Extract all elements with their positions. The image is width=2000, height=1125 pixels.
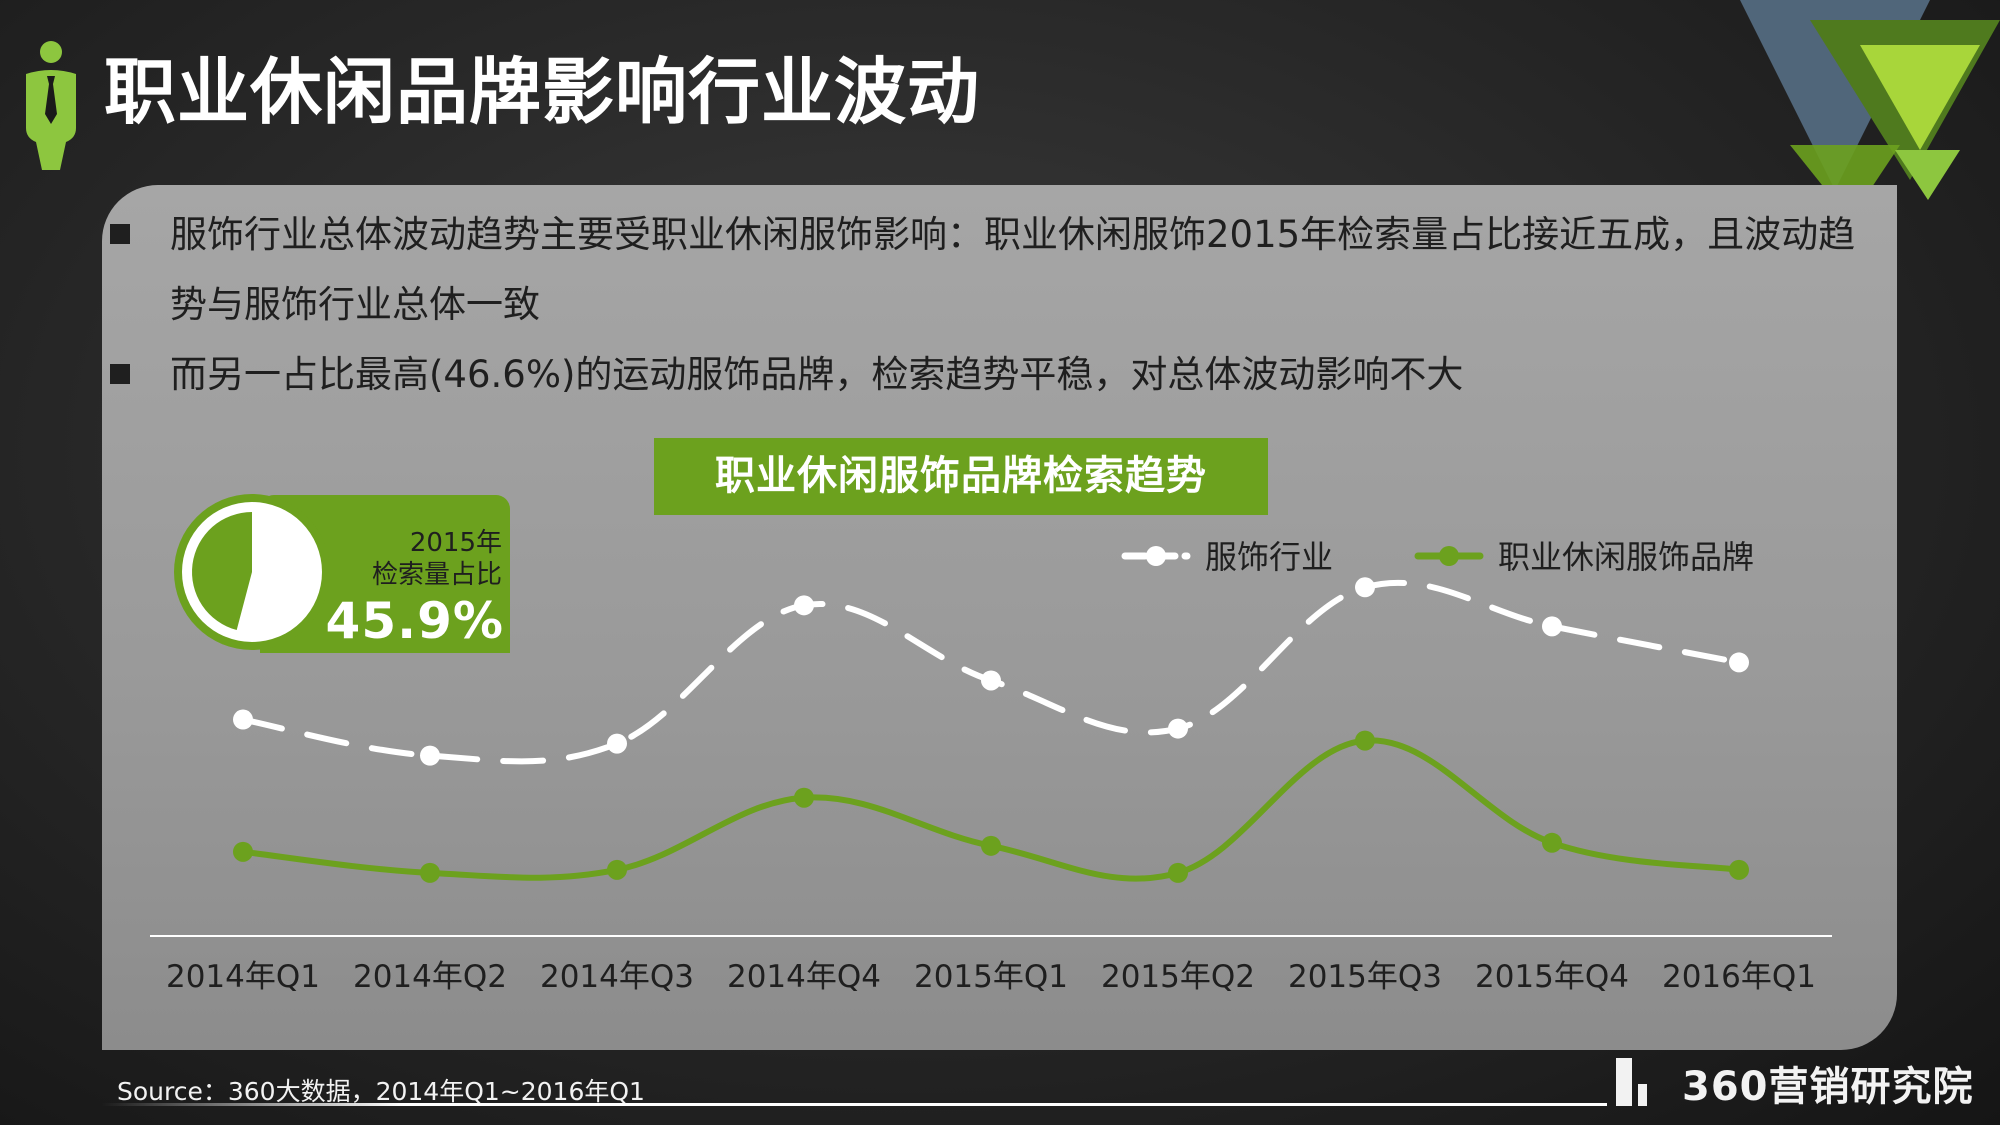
- page-title: 职业休闲品牌影响行业波动: [104, 50, 981, 134]
- bullet-text: 服饰行业总体波动趋势主要受职业休闲服饰影响：职业休闲服饰2015年检索量占比接近…: [170, 213, 1856, 326]
- share-pie-wedge: [191, 512, 252, 631]
- chart-title: 职业休闲服饰品牌检索趋势: [654, 438, 1268, 515]
- source-note: Source：360大数据，2014年Q1~2016年Q1: [117, 1077, 645, 1106]
- bullet-text: 而另一占比最高(46.6%)的运动服饰品牌，检索趋势平稳，对总体波动影响不大: [170, 353, 1464, 396]
- pie-icon: [174, 494, 330, 650]
- badge-label: 2015年: [409, 528, 502, 558]
- bullet-square-icon: [110, 224, 130, 244]
- bullet-square-icon: [110, 364, 130, 384]
- triangle-decoration: [1740, 0, 2000, 220]
- brand-logo-icon: [1616, 1058, 1648, 1106]
- person-icon: [26, 41, 76, 170]
- bullet-point: 服饰行业总体波动趋势主要受职业休闲服饰影响：职业休闲服饰2015年检索量占比接近…: [110, 200, 1870, 340]
- brand-name: 360营销研究院: [1682, 1064, 1974, 1110]
- badge-value: 45.9%: [325, 592, 504, 650]
- share-badge: 2015年 检索量占比 45.9%: [170, 490, 510, 655]
- source-divider: [102, 1103, 1607, 1106]
- badge-label: 检索量占比: [371, 560, 502, 590]
- bullet-point: 而另一占比最高(46.6%)的运动服饰品牌，检索趋势平稳，对总体波动影响不大: [110, 340, 1870, 410]
